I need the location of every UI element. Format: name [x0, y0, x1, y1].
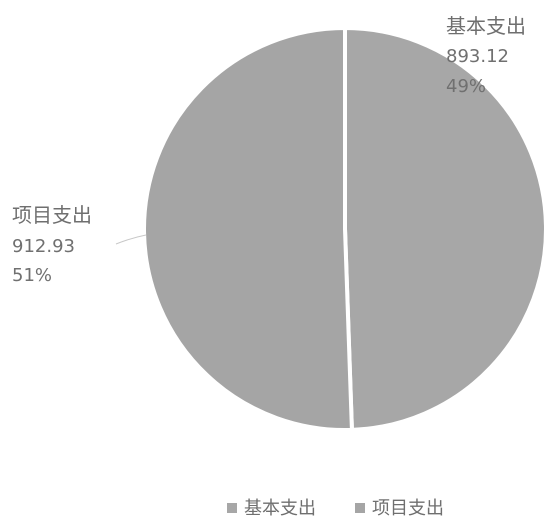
- legend: 基本支出 项目支出: [227, 498, 444, 519]
- legend-swatch-xiangmu: [355, 503, 365, 513]
- slice-label-name-jiben: 基本支出: [446, 14, 526, 38]
- leader-line-xiangmu: [115, 234, 147, 245]
- legend-swatch-jiben: [227, 503, 237, 513]
- slice-label-name-xiangmu: 项目支出: [12, 203, 92, 227]
- pie-slice-xiangmu: [142, 25, 354, 432]
- legend-label-xiangmu: 项目支出: [372, 498, 444, 519]
- slice-label-value-jiben: 893.12: [446, 46, 509, 67]
- legend-label-jiben: 基本支出: [244, 498, 316, 519]
- slice-label-percent-jiben: 49%: [446, 76, 486, 97]
- data-label-xiangmu: 项目支出 912.93 51%: [12, 203, 92, 286]
- slice-label-percent-xiangmu: 51%: [12, 265, 52, 286]
- pie-slices: [142, 25, 545, 432]
- data-label-jiben: 基本支出 893.12 49%: [446, 14, 526, 97]
- pie-slice-jiben: [343, 25, 545, 432]
- slice-label-value-xiangmu: 912.93: [12, 236, 75, 257]
